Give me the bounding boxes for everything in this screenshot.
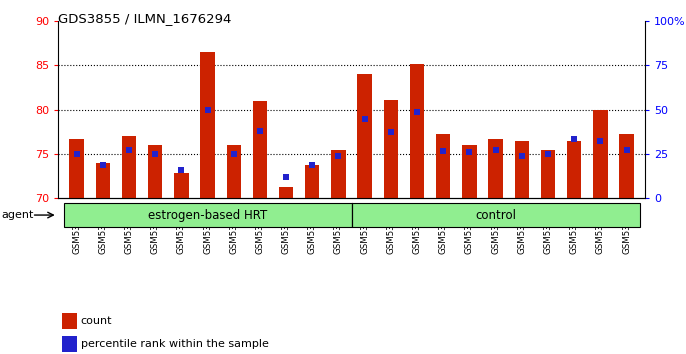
Bar xyxy=(279,187,294,198)
Bar xyxy=(95,163,110,198)
Bar xyxy=(69,139,84,198)
Bar xyxy=(331,150,346,198)
Bar xyxy=(462,145,477,198)
Bar xyxy=(62,313,77,329)
Bar xyxy=(305,165,320,198)
FancyBboxPatch shape xyxy=(64,203,351,227)
Bar xyxy=(200,52,215,198)
Bar xyxy=(252,101,267,198)
Bar xyxy=(410,64,424,198)
Bar xyxy=(567,141,581,198)
Bar xyxy=(619,134,634,198)
Bar xyxy=(514,141,529,198)
Bar xyxy=(488,139,503,198)
Bar xyxy=(541,150,555,198)
Bar xyxy=(62,336,77,352)
Text: control: control xyxy=(475,209,516,222)
Bar xyxy=(383,100,398,198)
Bar xyxy=(357,74,372,198)
Text: GDS3855 / ILMN_1676294: GDS3855 / ILMN_1676294 xyxy=(58,12,232,25)
FancyBboxPatch shape xyxy=(351,203,639,227)
Text: percentile rank within the sample: percentile rank within the sample xyxy=(81,339,268,349)
Bar xyxy=(436,134,451,198)
Text: count: count xyxy=(81,316,112,326)
Text: estrogen-based HRT: estrogen-based HRT xyxy=(148,209,267,222)
Bar xyxy=(174,173,189,198)
Bar xyxy=(122,136,137,198)
Text: agent: agent xyxy=(1,210,34,220)
Bar xyxy=(226,145,241,198)
Bar xyxy=(593,110,608,198)
Bar xyxy=(148,145,163,198)
